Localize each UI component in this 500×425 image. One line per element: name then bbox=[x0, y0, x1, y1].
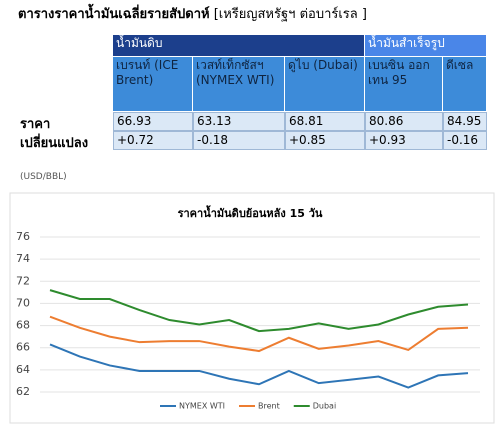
table-cell: 68.81 bbox=[285, 112, 365, 131]
y-tick-label: 76 bbox=[16, 230, 30, 243]
table-cell: 84.95 bbox=[443, 112, 487, 131]
group-header: น้ำมันดิบ bbox=[113, 35, 365, 57]
table-cell: +0.85 bbox=[285, 131, 365, 150]
table-cell: +0.93 bbox=[365, 131, 443, 150]
legend-label: Dubai bbox=[313, 402, 336, 411]
row-label: ราคา bbox=[20, 117, 51, 132]
y-tick-label: 64 bbox=[16, 363, 30, 376]
title: ตารางราคาน้ำมันเฉลี่ยรายสัปดาห์ bbox=[18, 7, 210, 22]
line-series bbox=[49, 315, 469, 353]
header: ตารางราคาน้ำมันเฉลี่ยรายสัปดาห์ [เหรียญส… bbox=[18, 3, 367, 24]
y-tick-label: 72 bbox=[16, 274, 30, 287]
column-header: เบนซิน ออกเทน 95 bbox=[365, 57, 443, 112]
unit-label: (USD/BBL) bbox=[20, 172, 67, 182]
legend-label: NYMEX WTI bbox=[179, 402, 225, 411]
chart-title: ราคาน้ำมันดิบย้อนหลัง 15 วัน bbox=[178, 205, 323, 220]
y-tick-label: 66 bbox=[16, 341, 30, 354]
y-tick-label: 70 bbox=[16, 296, 30, 309]
column-header: เวสท์เท็กซัสฯ (NYMEX WTI) bbox=[193, 57, 285, 112]
table-cell: 80.86 bbox=[365, 112, 443, 131]
column-header: ดีเซล bbox=[443, 57, 487, 112]
column-header: เบรนท์ (ICE Brent) bbox=[113, 57, 193, 112]
table-cell: 66.93 bbox=[113, 112, 193, 131]
group-header: น้ำมันสำเร็จรูป bbox=[365, 35, 487, 57]
table-cell: 63.13 bbox=[193, 112, 285, 131]
legend-label: Brent bbox=[258, 402, 280, 411]
y-tick-label: 74 bbox=[16, 252, 30, 265]
table-cell: -0.16 bbox=[443, 131, 487, 150]
y-tick-label: 62 bbox=[16, 385, 30, 398]
line-series bbox=[49, 289, 469, 333]
chart-frame bbox=[9, 192, 495, 424]
row-label: เปลี่ยนแปลง bbox=[20, 136, 89, 151]
table-cell: -0.18 bbox=[193, 131, 285, 150]
y-tick-label: 68 bbox=[16, 319, 30, 332]
column-header: ดูไบ (Dubai) bbox=[285, 57, 365, 112]
line-series bbox=[49, 343, 469, 389]
table-cell: +0.72 bbox=[113, 131, 193, 150]
subtitle: [เหรียญสหรัฐฯ ต่อบาร์เรล ] bbox=[213, 7, 367, 22]
